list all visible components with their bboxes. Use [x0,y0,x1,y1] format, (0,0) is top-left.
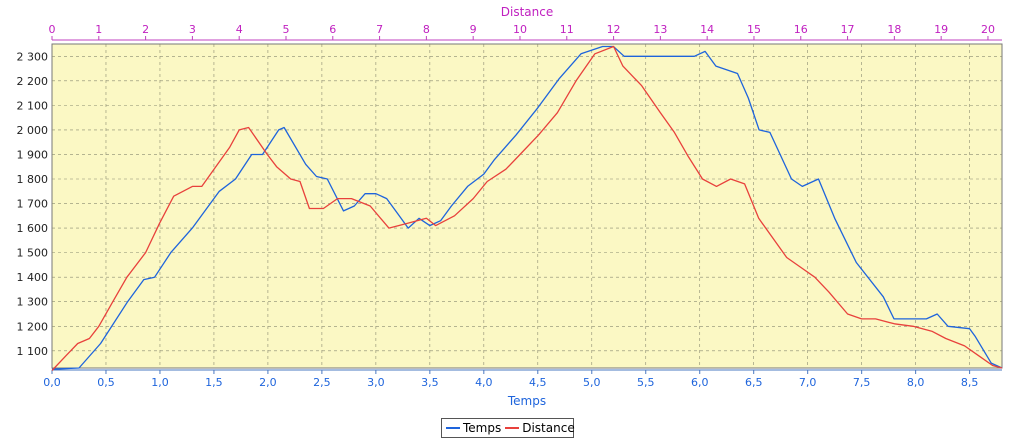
series-line-temps [51,45,1003,370]
top-tick-label: 19 [934,23,948,36]
legend-swatch-temps [446,427,460,429]
top-tick-label: 9 [470,23,477,36]
bottom-tick-label: 8,5 [961,376,979,389]
legend-swatch-distance [505,427,520,429]
y-tick-label: 1 800 [17,173,49,186]
y-tick-label: 1 400 [17,271,49,284]
y-tick-label: 1 500 [17,247,49,260]
top-tick-label: 2 [142,23,149,36]
y-tick-label: 2 100 [17,99,49,112]
top-axis-title: Distance [501,5,553,19]
axes [52,39,1002,371]
bottom-tick-label: 3,0 [367,376,385,389]
top-tick-label: 17 [841,23,855,36]
top-tick-label: 4 [236,23,243,36]
top-tick-label: 6 [329,23,336,36]
top-tick-label: 15 [747,23,761,36]
bottom-tick-label: 7,5 [853,376,871,389]
top-tick-label: 12 [607,23,621,36]
top-tick-label: 14 [700,23,714,36]
bottom-tick-label: 1,0 [151,376,169,389]
y-tick-label: 1 300 [17,296,49,309]
bottom-tick-label: 0,0 [43,376,61,389]
y-tick-label: 1 700 [17,198,49,211]
top-tick-label: 7 [376,23,383,36]
bottom-tick-label: 6,0 [691,376,709,389]
bottom-tick-label: 3,5 [421,376,439,389]
y-tick-label: 1 100 [17,345,49,358]
legend-item-distance: Distance [505,421,575,435]
legend-item-temps: Temps [446,421,501,435]
bottom-tick-label: 1,5 [205,376,223,389]
bottom-tick-label: 2,5 [313,376,331,389]
top-tick-label: 13 [653,23,667,36]
top-tick-label: 11 [560,23,574,36]
bottom-tick-label: 6,5 [745,376,763,389]
y-tick-label: 1 200 [17,320,49,333]
bottom-tick-label: 7,0 [799,376,817,389]
plot-area [51,43,1003,369]
top-tick-label: 0 [49,23,56,36]
top-tick-label: 8 [423,23,430,36]
series-line-distance [51,45,1003,371]
top-tick-label: 5 [282,23,289,36]
top-tick-label: 18 [887,23,901,36]
y-tick-label: 1 900 [17,148,49,161]
y-tick-label: 2 300 [17,50,49,63]
bottom-tick-label: 5,5 [637,376,655,389]
legend-label-temps: Temps [463,421,502,435]
bottom-tick-label: 2,0 [259,376,277,389]
top-tick-label: 3 [189,23,196,36]
tick-labels: 0,0 0,5 1,0 1,5 2,0 2,5 3,0 3,5 4,0 4,5 5,0 5,5 6,0 6… [17,23,995,389]
top-tick-label: 20 [981,23,995,36]
y-tick-label: 2 000 [17,124,49,137]
top-tick-label: 1 [95,23,102,36]
bottom-axis-title: Temps [507,394,546,408]
top-tick-label: 16 [794,23,808,36]
series-lines [51,45,1003,371]
y-tick-label: 1 600 [17,222,49,235]
y-tick-label: 2 200 [17,75,49,88]
bottom-tick-label: 0,5 [97,376,115,389]
legend-label-distance: Distance [522,421,575,435]
bottom-tick-label: 5,0 [583,376,601,389]
legend: Temps Distance [441,418,575,438]
bottom-tick-label: 4,0 [475,376,493,389]
top-tick-label: 10 [513,23,527,36]
bottom-tick-label: 4,5 [529,376,547,389]
bottom-tick-label: 8,0 [907,376,925,389]
